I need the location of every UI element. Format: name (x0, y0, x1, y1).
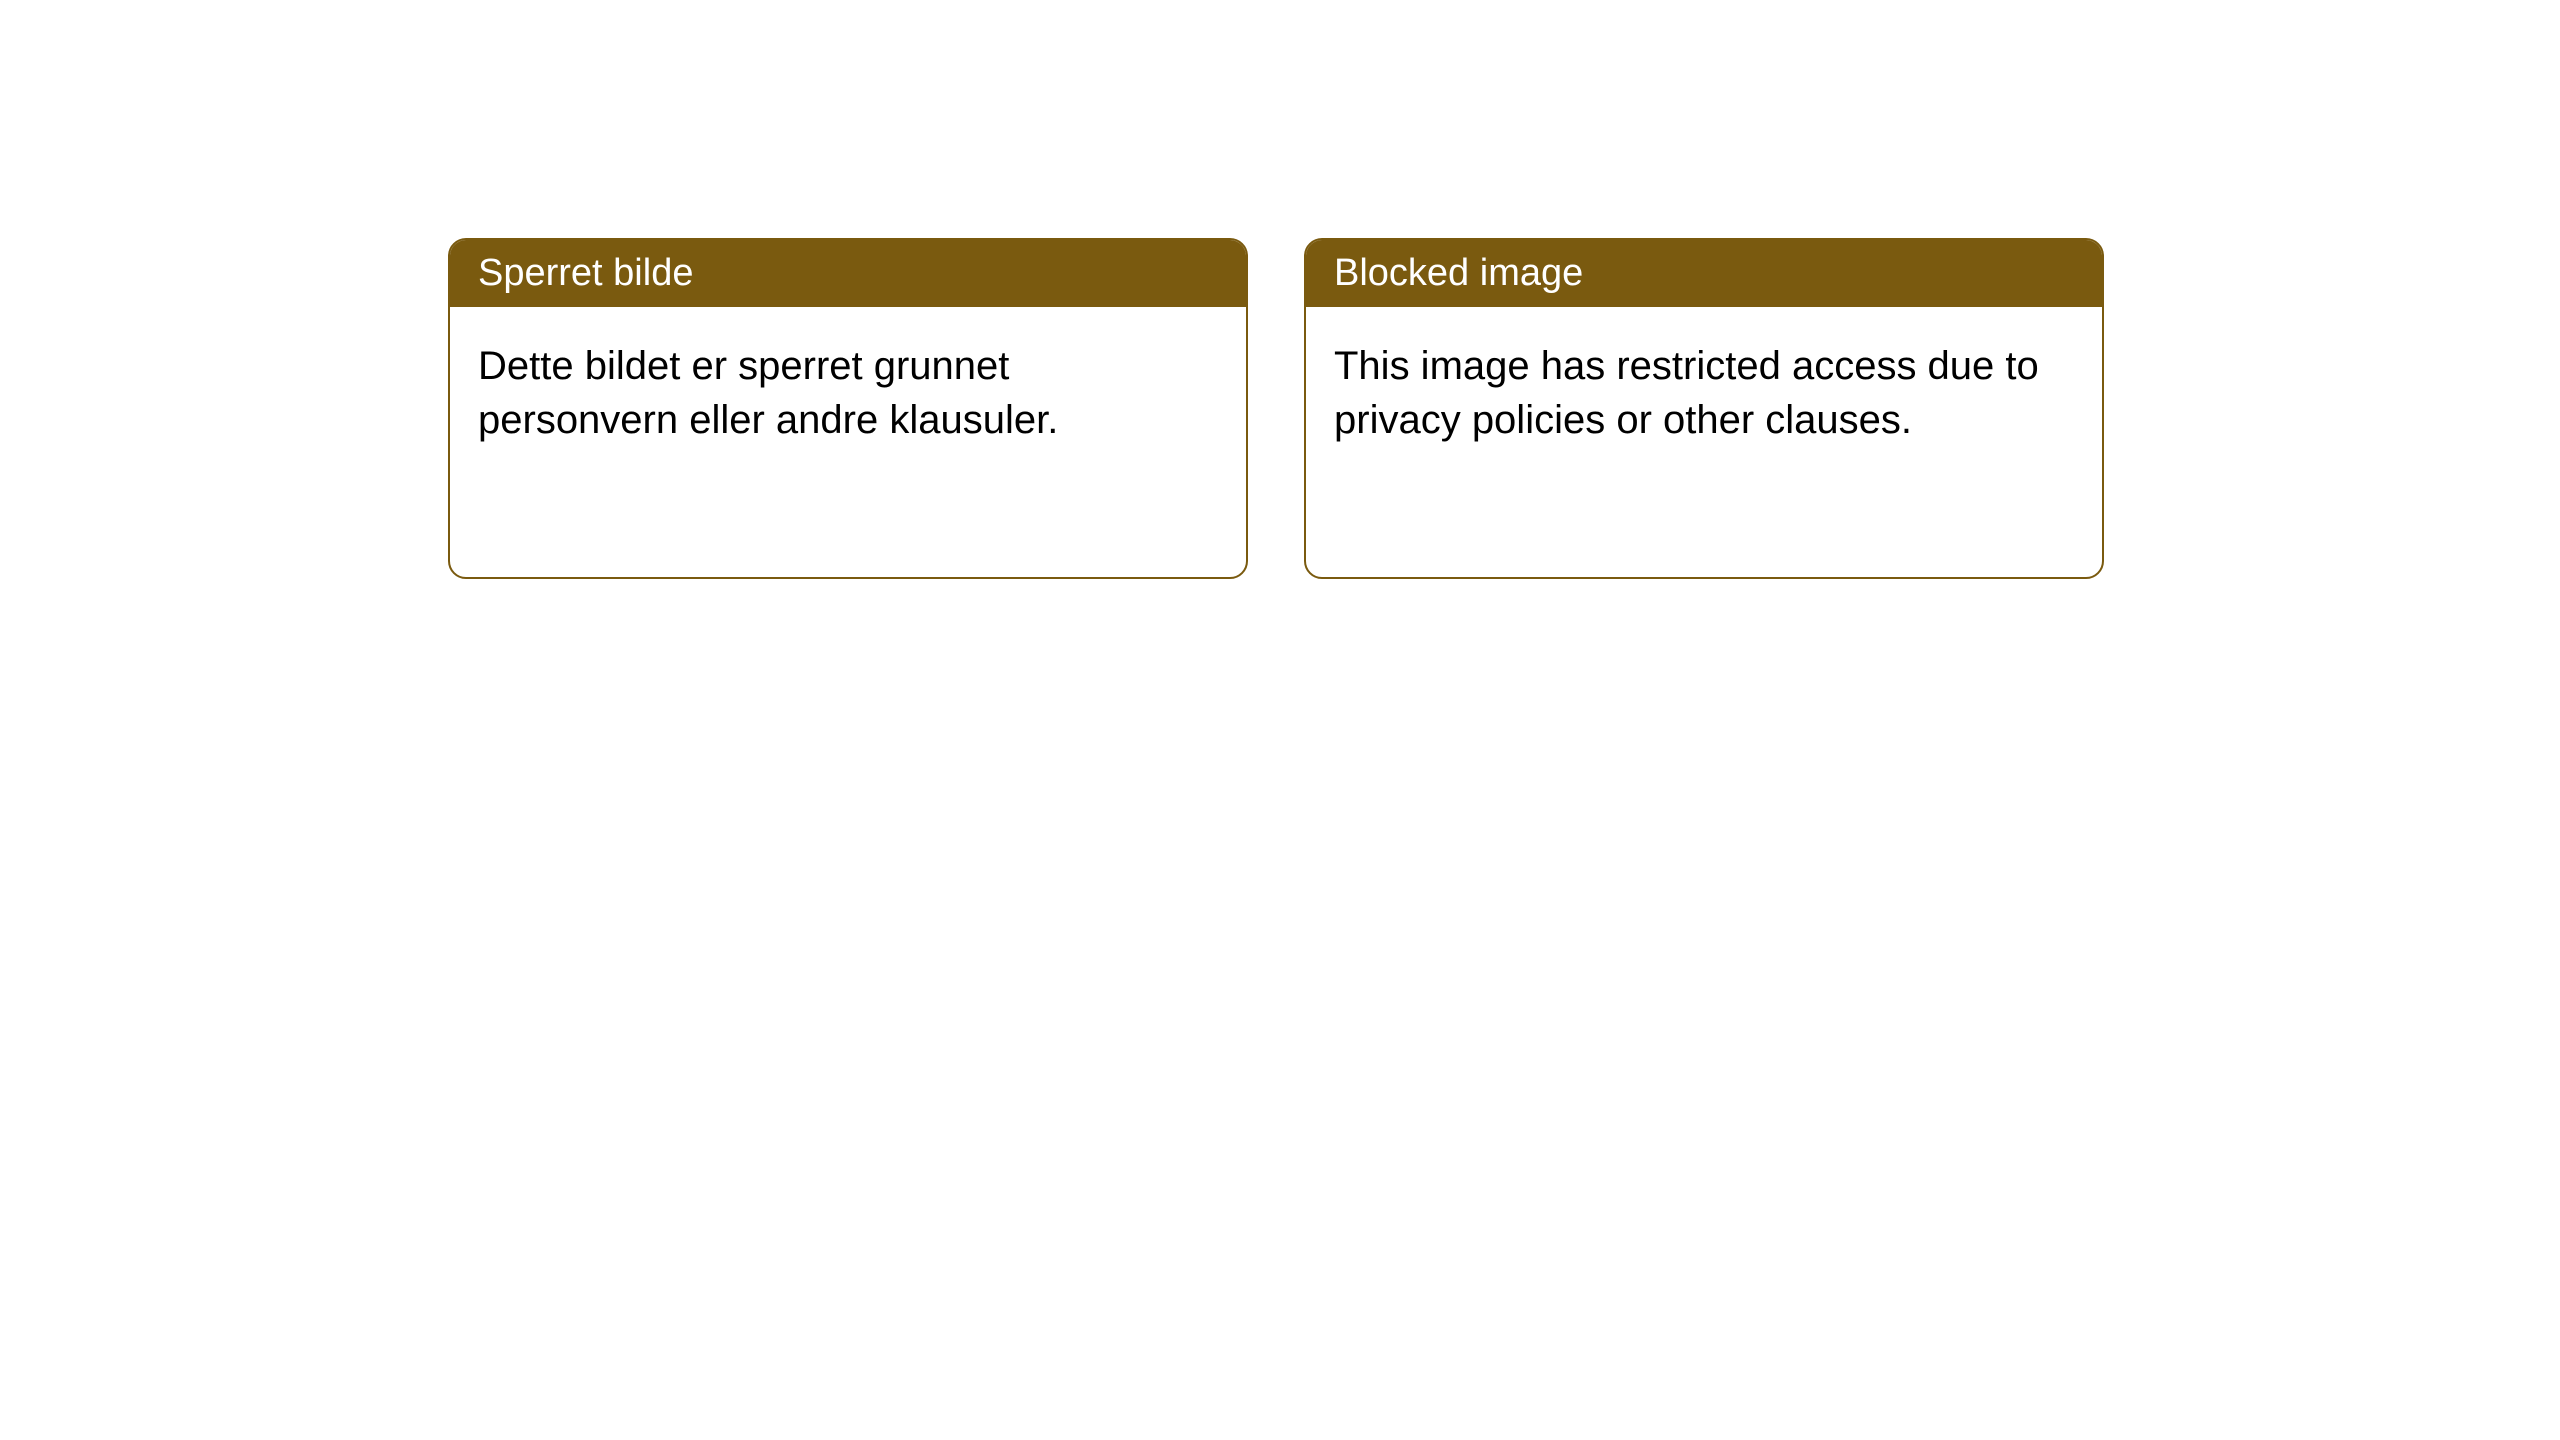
notice-box-right: Blocked image This image has restricted … (1304, 238, 2104, 579)
notice-body-right: This image has restricted access due to … (1306, 307, 2102, 577)
notice-container: Sperret bilde Dette bildet er sperret gr… (0, 0, 2560, 579)
notice-body-left: Dette bildet er sperret grunnet personve… (450, 307, 1246, 577)
notice-box-left: Sperret bilde Dette bildet er sperret gr… (448, 238, 1248, 579)
notice-header-left: Sperret bilde (450, 240, 1246, 307)
notice-header-right: Blocked image (1306, 240, 2102, 307)
